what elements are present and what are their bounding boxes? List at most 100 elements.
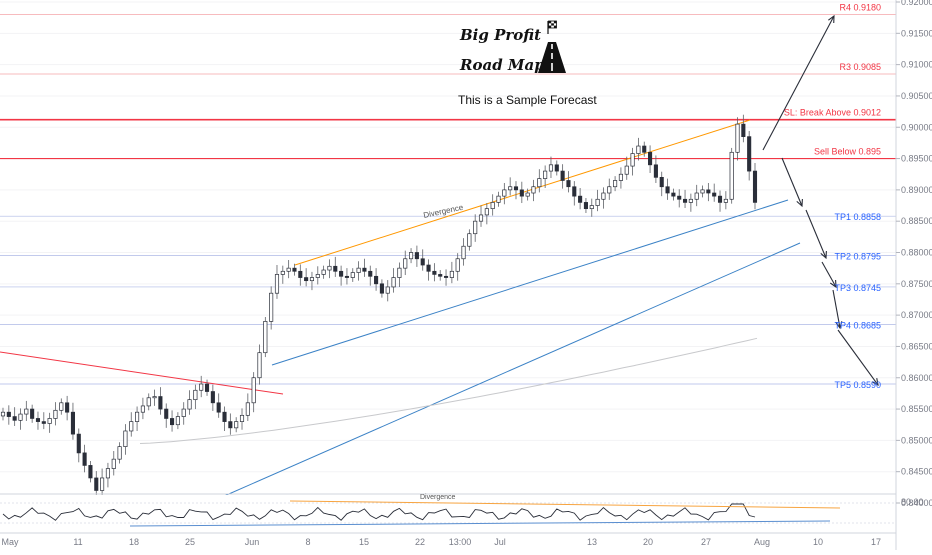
candle-body — [677, 195, 682, 200]
candle-body — [583, 202, 588, 210]
y-tick-label: 0.88000 — [901, 248, 932, 258]
x-tick-label: 8 — [305, 537, 310, 547]
candle-body — [30, 408, 35, 419]
candle-body — [578, 195, 583, 203]
candle-body — [216, 402, 221, 413]
candle-body — [129, 421, 134, 432]
candle-body — [257, 352, 262, 379]
forecast-arrow — [821, 261, 837, 288]
candle-body — [181, 408, 186, 417]
candle-body — [327, 265, 332, 271]
candle-body — [735, 123, 740, 153]
candle-body — [59, 402, 64, 411]
candle-body — [659, 177, 664, 188]
candle-body — [543, 170, 548, 179]
candle-body — [339, 270, 344, 277]
candle-body — [671, 192, 676, 197]
candle-body — [473, 220, 478, 235]
candle-body — [642, 145, 647, 153]
candle-body — [269, 292, 274, 322]
candle-body — [111, 458, 116, 469]
y-tick-label: 0.87000 — [901, 310, 932, 320]
candle-body — [682, 198, 688, 203]
candle-body — [362, 267, 367, 272]
candle-body — [123, 430, 128, 447]
candle-body — [572, 186, 577, 197]
candle-body — [385, 286, 390, 294]
candle-body — [519, 189, 524, 197]
forecast-arrow — [837, 329, 879, 386]
candle-body — [438, 274, 443, 277]
rsi-divergence-orange — [289, 500, 841, 509]
candle-body — [752, 170, 758, 203]
level-label-target: TP2 0.8795 — [834, 252, 881, 262]
level-label-target: TP3 0.8745 — [834, 283, 881, 293]
candle-body — [309, 277, 315, 282]
x-tick-label: May — [1, 537, 19, 547]
candle-body — [665, 186, 670, 194]
candle-body — [706, 189, 711, 194]
candle-body — [350, 272, 355, 278]
candle-body — [461, 245, 466, 260]
candle-body — [607, 186, 612, 194]
candle-body — [100, 477, 105, 491]
candle-body — [280, 270, 285, 275]
candle-body — [496, 195, 501, 203]
candle-body — [368, 270, 373, 277]
candle-body — [210, 391, 215, 404]
y-tick-label: 0.85500 — [901, 404, 932, 414]
candle-body — [35, 418, 41, 422]
candle-body — [601, 192, 606, 200]
candle-body — [712, 192, 717, 197]
candle-body — [24, 408, 29, 415]
x-tick-label: 15 — [359, 537, 369, 547]
candle-body — [170, 418, 175, 426]
candle-body — [548, 164, 554, 172]
candle-body — [65, 402, 70, 413]
level-label-target: TP1 0.8858 — [834, 212, 881, 222]
moving-average — [139, 337, 758, 444]
y-axis-ticks: 0.92000 0.91500 0.91000 0.90500 0.90000 0.895… — [896, 0, 932, 508]
candle-body — [741, 123, 746, 137]
arrow-head — [871, 378, 879, 387]
candle-body — [525, 192, 530, 197]
candle-body — [321, 269, 326, 275]
x-tick-label: 11 — [73, 537, 82, 547]
rsi-80-label: 80.00 — [901, 497, 924, 507]
y-tick-label: 0.86500 — [901, 341, 932, 351]
arrow-head — [829, 279, 837, 289]
moving-average-line — [139, 337, 758, 444]
candle-body — [146, 397, 151, 407]
y-tick-label: 0.85000 — [901, 435, 932, 445]
candle-body — [88, 465, 93, 479]
candle-body — [513, 186, 519, 191]
candle-body — [420, 258, 425, 266]
candle-body — [478, 214, 484, 222]
level-label-resistance: R3 0.9085 — [839, 62, 881, 72]
candle-body — [717, 195, 723, 203]
long-blue-trendline — [221, 242, 801, 498]
x-tick-label: 10 — [813, 537, 823, 547]
price-pane — [0, 0, 896, 494]
forecast-arrow — [762, 15, 835, 151]
level-label-entry: Sell Below 0.895 — [814, 147, 881, 157]
candle-body — [432, 270, 437, 275]
candle-body — [245, 402, 250, 416]
candle-body — [356, 267, 361, 273]
forecast-arrows — [762, 14, 879, 387]
lower-blue-channel-line — [271, 199, 789, 366]
candle-body — [94, 477, 99, 491]
candle-body — [613, 180, 618, 188]
candle-body — [333, 265, 338, 272]
candles — [0, 114, 758, 499]
candle-body — [537, 178, 542, 188]
candle-body — [76, 433, 81, 454]
y-tick-label: 0.84500 — [901, 467, 932, 477]
candle-body — [688, 198, 693, 203]
level-label-target: TP5 0.8590 — [834, 380, 881, 390]
candle-body — [12, 416, 17, 421]
candle-body — [199, 383, 204, 391]
candle-body — [391, 277, 396, 288]
candle-body — [624, 165, 629, 175]
